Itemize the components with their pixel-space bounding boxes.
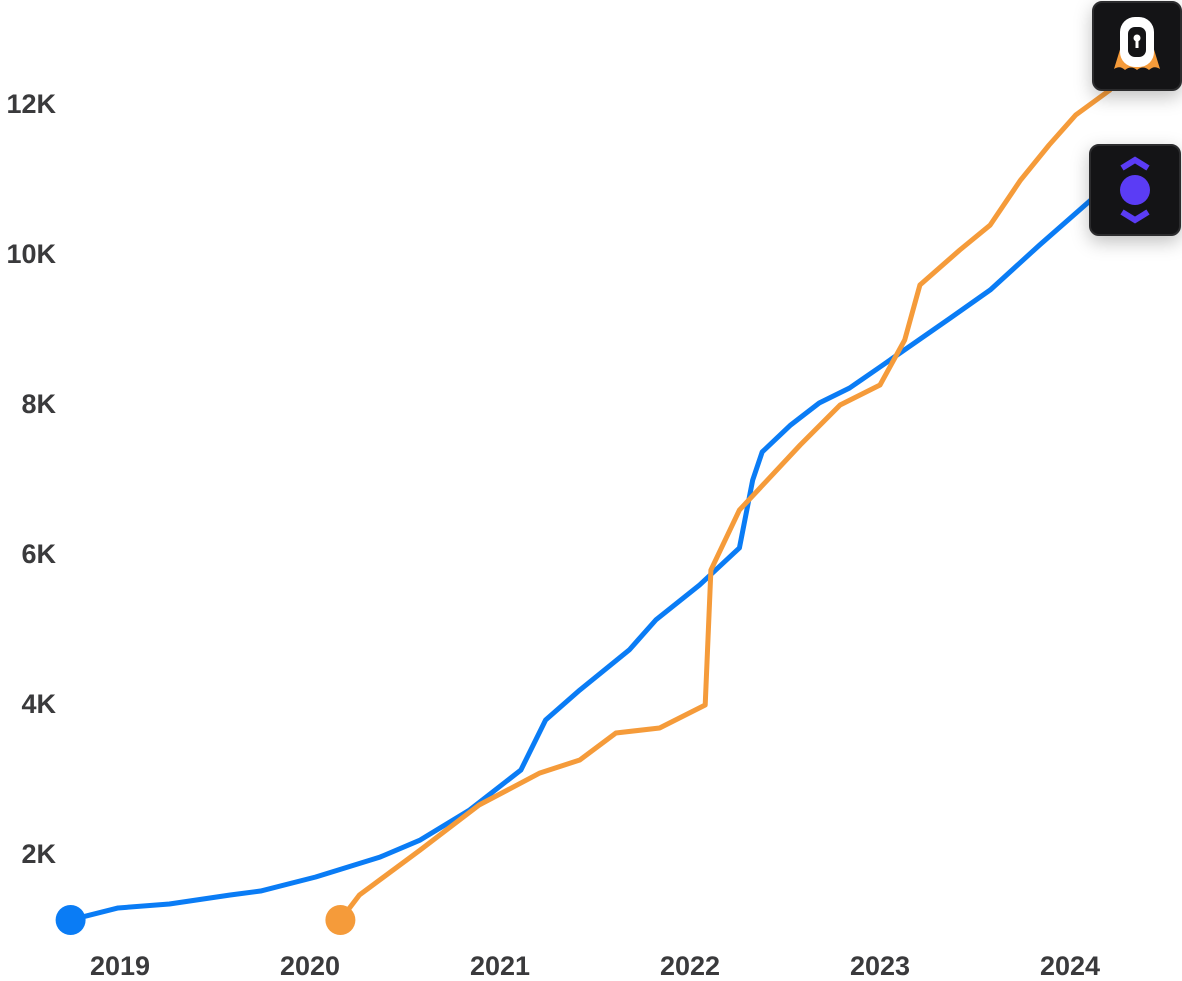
y-axis: 2K 4K 6K 8K 10K 12K <box>6 89 56 869</box>
series-start-marker <box>55 904 86 935</box>
blue-hexagon-dot-logo-icon <box>1089 144 1181 236</box>
y-tick-label: 12K <box>6 89 56 119</box>
y-tick-label: 2K <box>21 839 56 869</box>
series-line-0 <box>68 197 1094 923</box>
orange-ghost-lock-logo-icon <box>1092 1 1182 91</box>
y-tick-label: 6K <box>21 539 56 569</box>
series-start-marker <box>325 904 356 935</box>
series-line-1 <box>337 87 1113 923</box>
y-tick-label: 8K <box>21 389 56 419</box>
y-tick-label: 4K <box>21 689 56 719</box>
x-axis: 2019 2020 2021 2022 2023 2024 <box>90 951 1100 981</box>
x-tick-label: 2019 <box>90 951 150 981</box>
x-tick-label: 2023 <box>850 951 910 981</box>
x-tick-label: 2021 <box>470 951 530 981</box>
x-tick-label: 2024 <box>1040 951 1100 981</box>
series-lines <box>55 87 1113 935</box>
y-tick-label: 10K <box>6 239 56 269</box>
x-tick-label: 2020 <box>280 951 340 981</box>
x-tick-label: 2022 <box>660 951 720 981</box>
